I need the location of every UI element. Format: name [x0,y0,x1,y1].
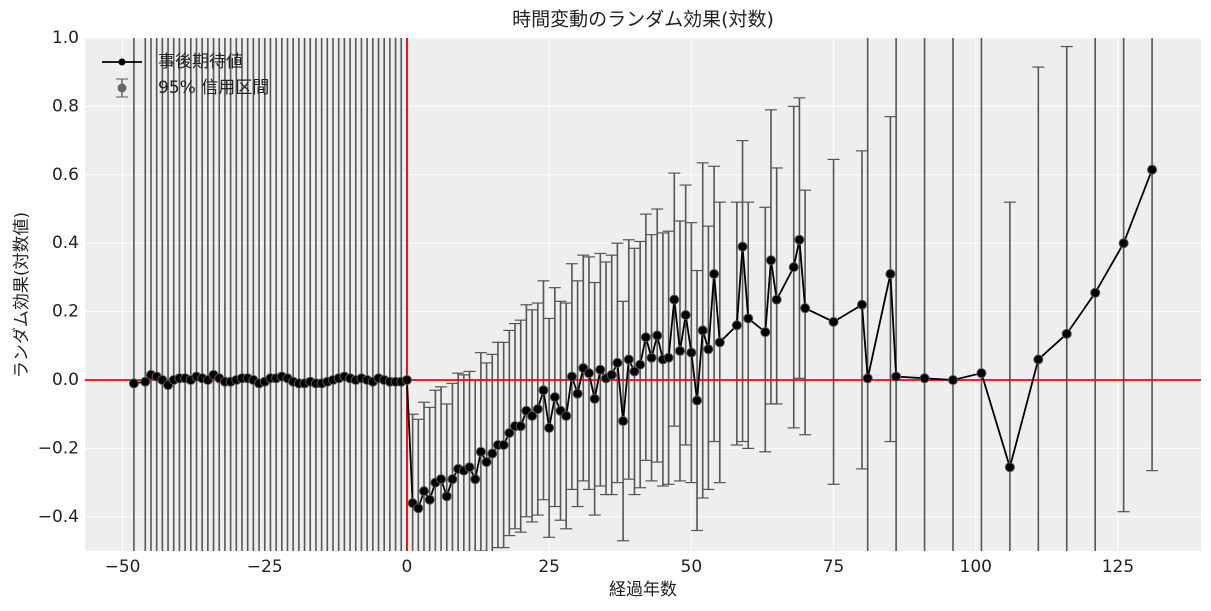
point [140,376,151,387]
point [549,392,560,403]
point [976,368,987,379]
point [731,320,742,331]
point [481,457,492,468]
point [612,357,623,368]
legend-marker [118,58,126,66]
point [737,241,748,252]
point [1004,462,1015,473]
point [561,410,572,421]
point [680,310,691,321]
legend-label: 事後期待値 [158,52,243,72]
point [765,255,776,266]
y-tick-label: 0.2 [52,302,79,322]
point [128,378,139,389]
x-tick-label: 50 [681,557,703,577]
point [447,474,458,485]
point [413,503,424,514]
point [1061,328,1072,339]
point [948,375,958,385]
point [572,388,583,399]
point [532,404,543,415]
point [589,393,600,404]
point [646,352,657,363]
point [788,262,799,273]
point [595,364,606,375]
chart-title: 時間変動のランダム効果(対数) [512,9,774,31]
point [441,491,452,502]
point [623,354,634,365]
point [862,373,873,384]
x-tick-label: −50 [105,557,141,577]
point [760,327,771,338]
point [527,410,538,421]
point [419,486,430,497]
point [544,422,555,433]
point [487,448,498,459]
y-tick-label: 0.0 [52,370,79,390]
point [856,299,867,310]
point [618,416,629,427]
point [1033,354,1044,365]
point [692,395,703,406]
x-axis-label: 経過年数 [609,580,677,600]
x-tick-label: 125 [1102,557,1134,577]
y-axis-label: ランダム効果(対数値) [12,212,32,378]
legend-marker [117,83,127,93]
point [800,303,811,314]
point [629,366,640,377]
point [674,345,685,356]
point [640,332,651,343]
point [652,330,663,341]
x-tick-label: 25 [538,557,560,577]
point [794,234,805,245]
point [669,294,680,305]
point [771,294,782,305]
point [828,316,839,327]
point [635,359,646,370]
point [709,268,720,279]
x-tick-label: −25 [247,557,283,577]
point [703,344,714,355]
point [606,369,617,380]
point [538,385,549,396]
labels: −50 −25 0 25 50 75 100 125 −0.4 −0.2 0.0 0.2 0.4 0.6 0… [38,28,1134,577]
point [464,462,475,473]
y-tick-label: 1.0 [52,28,79,48]
point [583,368,594,379]
point [475,446,486,457]
point [1118,238,1129,249]
y-tick-label: −0.2 [38,438,79,458]
y-tick-label: 0.6 [52,165,79,185]
point [663,352,674,363]
point [686,347,697,358]
point [919,373,930,384]
point [498,439,509,450]
point [504,428,515,439]
plot-area [85,38,1201,551]
y-tick-label: 0.4 [52,233,79,253]
y-tick-label: 0.8 [52,96,79,116]
point [436,474,447,485]
point [885,268,896,279]
point [1090,287,1101,298]
point [697,325,708,336]
legend-label: 95% 信用区間 [158,78,269,98]
point [401,375,412,385]
point [515,421,526,432]
x-tick-label: 0 [402,557,413,577]
x-tick-label: 75 [823,557,845,577]
x-tick-label: 100 [960,557,992,577]
point [424,494,435,505]
point [891,371,902,382]
point [470,474,481,485]
plot-background [85,38,1201,551]
y-tick-label: −0.4 [38,507,79,527]
point [714,337,725,348]
point [1147,164,1158,175]
point [743,313,754,324]
point [566,371,577,382]
